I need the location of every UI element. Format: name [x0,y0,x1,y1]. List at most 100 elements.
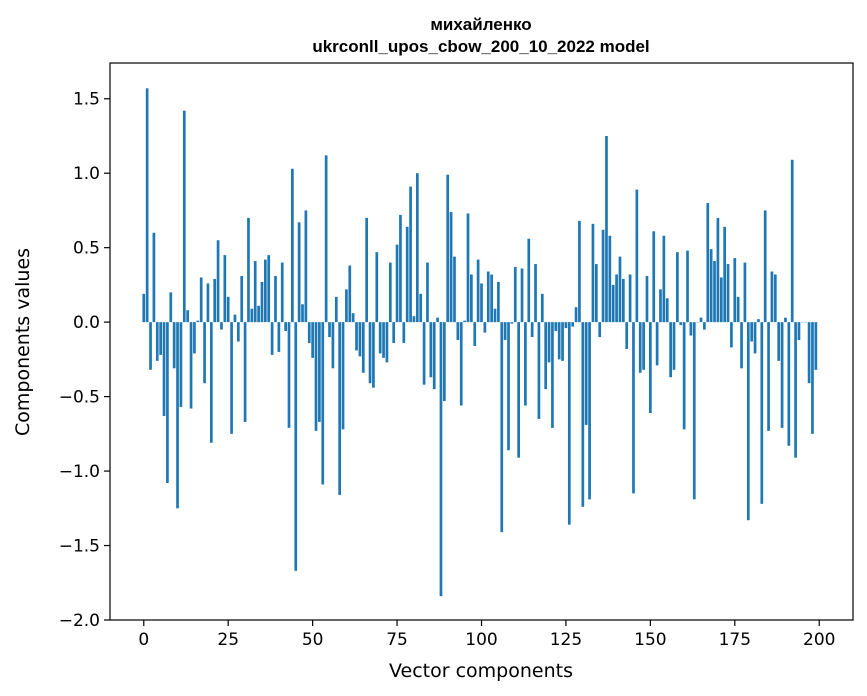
bar-6 [162,322,166,416]
bar-135 [598,322,602,338]
bar-171 [719,277,723,323]
bar-130 [581,322,585,507]
bar-106 [500,322,504,533]
bar-62 [351,313,355,323]
bar-36 [264,259,267,323]
y-tick-label: −2.0 [59,611,100,631]
bar-187 [773,274,777,323]
bar-160 [682,322,686,430]
bar-11 [179,322,183,408]
bar-56 [331,322,335,369]
bar-61 [348,265,352,323]
x-tick-label: 25 [217,630,239,650]
bar-5 [159,322,163,355]
bar-25 [226,296,230,323]
bar-0 [142,293,146,323]
bar-37 [267,255,271,323]
y-tick-label: 1.0 [73,164,100,184]
bar-85 [429,322,433,378]
bar-144 [628,274,632,323]
bar-44 [291,168,294,323]
bar-148 [642,322,645,370]
bar-96 [466,213,470,323]
bar-75 [395,244,399,323]
bar-90 [446,174,450,323]
bar-165 [699,317,703,323]
x-tick-label: 100 [465,630,497,650]
bar-14 [189,322,193,409]
bar-33 [253,261,257,323]
bar-84 [426,262,429,323]
y-tick-label: 0.0 [73,313,100,333]
bar-72 [385,322,389,363]
bar-193 [794,322,797,458]
bar-49 [307,322,311,343]
y-tick-label: 0.5 [73,239,100,259]
x-tick-label: 125 [550,630,582,650]
bar-115 [530,322,534,338]
bar-60 [345,289,348,323]
bar-41 [280,262,284,323]
bar-58 [338,322,341,495]
bar-18 [203,322,206,384]
bar-79 [409,186,412,323]
bar-81 [415,173,419,323]
bar-107 [503,322,507,341]
bar-55 [328,322,331,338]
bar-181 [753,322,757,354]
bar-15 [193,322,196,354]
bar-197 [807,322,811,384]
bar-52 [318,322,321,422]
bar-153 [659,289,662,323]
bar-29 [240,275,244,323]
bar-142 [621,278,625,323]
bar-176 [736,296,740,323]
bar-31 [247,217,250,323]
bar-97 [470,274,473,323]
bar-38 [270,322,274,355]
bar-159 [679,322,683,326]
bar-177 [740,322,743,369]
bar-121 [551,322,554,428]
bar-83 [422,322,426,385]
bar-189 [780,322,784,428]
bar-166 [703,322,706,330]
bar-88 [439,322,443,597]
bar-169 [713,261,716,323]
bar-63 [355,322,358,351]
bar-156 [669,322,672,378]
bar-70 [378,322,382,354]
bar-73 [388,262,392,323]
bar-179 [746,322,750,521]
bar-17 [199,277,203,323]
bar-34 [257,305,260,323]
bar-69 [375,252,379,323]
bar-112 [520,268,524,323]
bar-43 [287,322,291,428]
bar-118 [540,293,544,323]
bar-28 [236,322,240,342]
bar-105 [497,281,500,323]
bar-92 [453,256,456,323]
bar-162 [689,322,693,336]
bar-series [142,88,818,597]
bar-89 [443,322,446,402]
bar-127 [571,322,575,327]
bar-178 [743,262,747,323]
bar-149 [645,275,649,323]
bar-109 [510,322,514,324]
bar-7 [166,322,169,483]
bar-138 [608,235,612,323]
bar-173 [726,264,730,323]
bar-46 [297,222,301,323]
bar-111 [517,322,520,458]
bar-129 [578,220,581,323]
bar-136 [601,229,605,323]
bar-108 [507,322,510,451]
bar-190 [784,317,787,323]
bar-71 [382,322,385,358]
bar-140 [615,274,618,323]
bar-143 [625,322,629,349]
x-tick-label: 175 [719,630,751,650]
